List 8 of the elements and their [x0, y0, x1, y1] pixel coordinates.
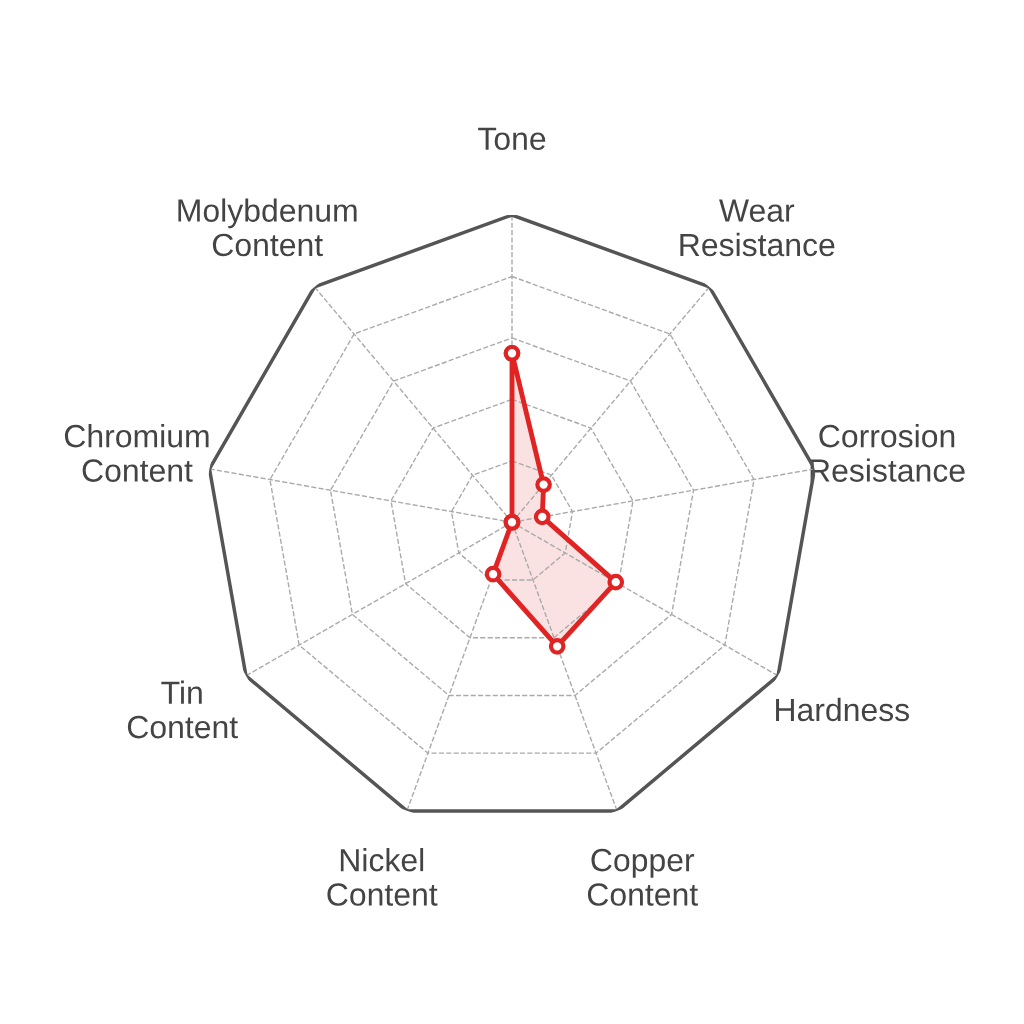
spoke-label: Nickel Content — [327, 847, 438, 906]
spoke-label: Copper Content — [587, 848, 698, 906]
spoke-label: Molybdenum Content — [178, 198, 357, 257]
spoke-label: Chromium Content — [64, 424, 209, 482]
spoke-label: Tin Content — [127, 680, 238, 739]
spoke-label: Wear Resistance — [680, 199, 835, 257]
spoke-label: Hardness — [776, 697, 909, 722]
spoke-label: Tone — [478, 127, 546, 150]
